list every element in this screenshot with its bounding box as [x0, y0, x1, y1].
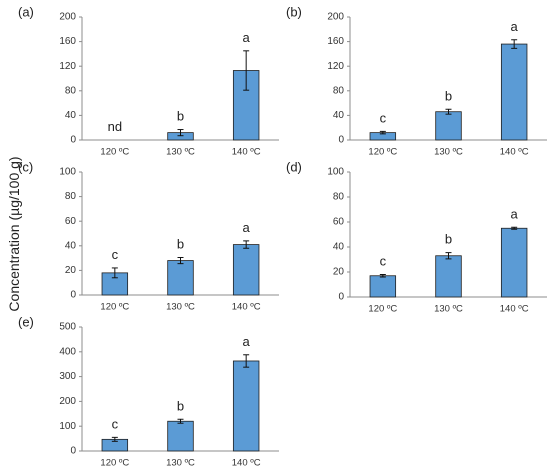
bar — [232, 360, 260, 452]
bar — [369, 275, 397, 298]
y-tick-label: 40 — [333, 110, 345, 121]
y-tick-label: 120 — [59, 61, 76, 72]
y-tick-label: 300 — [59, 371, 76, 382]
y-tick-label: 40 — [65, 240, 77, 251]
bar — [167, 260, 194, 296]
significance-letter: b — [445, 88, 452, 103]
y-tick-label: 160 — [327, 36, 344, 47]
y-tick-label: 100 — [327, 167, 344, 178]
significance-letter: a — [243, 334, 251, 349]
x-tick-label: 120 ºC — [100, 147, 129, 158]
x-tick-label: 120 ºC — [100, 302, 129, 313]
y-tick-label: 400 — [59, 346, 76, 357]
significance-letter: b — [177, 236, 184, 251]
y-tick-label: 200 — [59, 396, 76, 407]
significance-letter: b — [177, 109, 184, 124]
bar — [435, 111, 462, 141]
x-tick-label: 120 ºC — [368, 147, 397, 158]
y-tick-label: 100 — [59, 421, 76, 432]
bar — [500, 43, 528, 141]
y-tick-label: 0 — [338, 292, 344, 303]
significance-letter: a — [243, 30, 251, 45]
significance-letter: c — [112, 247, 119, 262]
y-tick-label: 20 — [65, 265, 77, 276]
significance-letter: c — [380, 110, 387, 125]
significance-letter: nd — [108, 119, 122, 134]
y-tick-label: 0 — [70, 446, 76, 457]
panel-label: (e) — [18, 314, 34, 329]
x-tick-label: 130 ºC — [166, 458, 195, 469]
y-tick-label: 120 — [327, 61, 344, 72]
y-tick-label: 80 — [333, 85, 345, 96]
panel-label: (b) — [286, 4, 302, 19]
significance-letter: b — [445, 232, 452, 247]
x-tick-label: 140 ºC — [232, 147, 261, 158]
y-tick-label: 100 — [59, 167, 76, 178]
panel-label: (a) — [18, 4, 34, 19]
significance-letter: b — [177, 398, 184, 413]
bar — [500, 227, 528, 298]
bar — [167, 420, 194, 452]
y-tick-label: 40 — [333, 242, 345, 253]
x-tick-label: 140 ºC — [500, 147, 529, 158]
significance-letter: c — [112, 416, 119, 431]
y-tick-label: 80 — [65, 85, 77, 96]
y-tick-label: 0 — [70, 290, 76, 301]
y-tick-label: 20 — [333, 267, 345, 278]
significance-letter: c — [380, 254, 387, 269]
significance-letter: a — [511, 206, 519, 221]
y-tick-label: 80 — [333, 192, 345, 203]
x-tick-label: 130 ºC — [434, 304, 463, 315]
y-tick-label: 80 — [65, 191, 77, 202]
y-tick-label: 500 — [59, 322, 76, 333]
x-tick-label: 120 ºC — [100, 458, 129, 469]
y-tick-label: 0 — [70, 135, 76, 146]
x-tick-label: 140 ºC — [232, 458, 261, 469]
x-tick-label: 120 ºC — [368, 304, 397, 315]
x-tick-label: 130 ºC — [166, 147, 195, 158]
x-tick-label: 140 ºC — [232, 302, 261, 313]
bar — [232, 244, 260, 296]
panel-label: (d) — [286, 159, 302, 174]
y-tick-label: 40 — [65, 110, 77, 121]
y-tick-label: 200 — [59, 12, 76, 23]
y-tick-label: 60 — [333, 217, 345, 228]
significance-letter: a — [511, 19, 519, 34]
bar — [435, 255, 462, 298]
y-tick-label: 60 — [65, 216, 77, 227]
y-tick-label: 200 — [327, 12, 344, 23]
significance-letter: a — [243, 220, 251, 235]
x-tick-label: 130 ºC — [166, 302, 195, 313]
y-tick-label: 160 — [59, 36, 76, 47]
panel-label: (c) — [18, 159, 33, 174]
x-tick-label: 140 ºC — [500, 304, 529, 315]
x-tick-label: 130 ºC — [434, 147, 463, 158]
y-tick-label: 0 — [338, 135, 344, 146]
